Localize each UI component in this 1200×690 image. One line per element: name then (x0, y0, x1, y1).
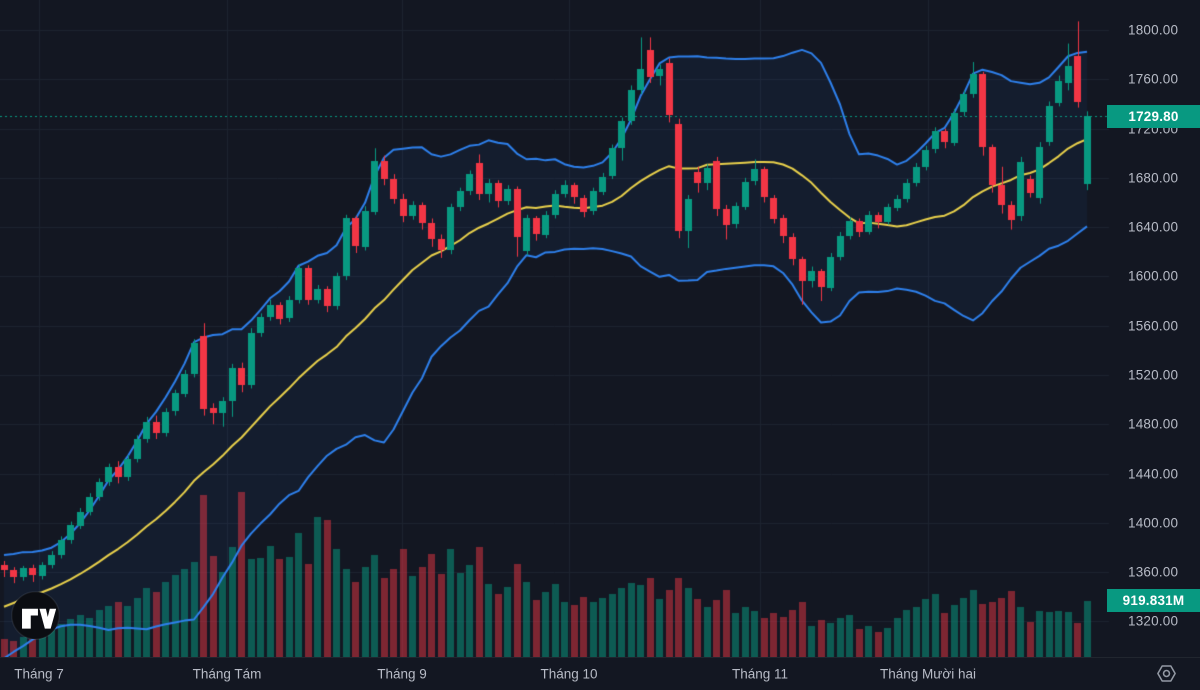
last-volume-badge: 919.831M (1107, 589, 1200, 613)
price-axis-label: 1360.00 (1128, 564, 1179, 580)
price-axis-label: 1680.00 (1128, 170, 1179, 186)
last-price-badge: 1729.80 (1107, 104, 1200, 128)
price-axis-label: 1560.00 (1128, 318, 1179, 334)
price-axis-label: 1320.00 (1128, 613, 1179, 629)
price-axis-label: 1480.00 (1128, 416, 1179, 432)
time-axis-label: Tháng 10 (540, 666, 598, 682)
time-axis-label: Tháng 11 (731, 666, 789, 682)
time-axis-label: Tháng 7 (14, 666, 64, 682)
tradingview-logo-glyph (22, 608, 57, 629)
price-axis[interactable]: 1800.00 1760.00 1720.00 1680.00 1640.00 1600.… (1105, 0, 1200, 658)
time-axis-label: Tháng Mười hai (880, 666, 976, 682)
price-axis-label: 1520.00 (1128, 367, 1179, 383)
time-axis-label: Tháng 9 (377, 666, 427, 682)
price-axis-label: 1440.00 (1128, 466, 1179, 482)
price-axis-label: 1800.00 (1128, 22, 1179, 38)
time-axis[interactable]: Tháng 7 Tháng Tám Tháng 9 Tháng 10 Tháng 11 T… (0, 657, 1200, 690)
price-axis-label: 1640.00 (1128, 219, 1179, 235)
price-axis-label: 1760.00 (1128, 71, 1179, 87)
axis-settings-icon[interactable] (1155, 662, 1178, 685)
tradingview-logo[interactable] (11, 591, 60, 640)
time-axis-label: Tháng Tám (192, 666, 262, 682)
price-axis-label: 1400.00 (1128, 515, 1179, 531)
price-axis-label: 1600.00 (1128, 268, 1179, 284)
